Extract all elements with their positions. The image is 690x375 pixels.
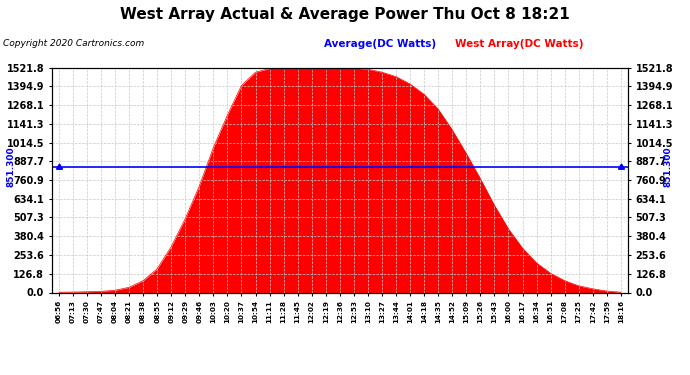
Text: West Array(DC Watts): West Array(DC Watts)	[455, 39, 584, 50]
Text: West Array Actual & Average Power Thu Oct 8 18:21: West Array Actual & Average Power Thu Oc…	[120, 8, 570, 22]
Text: Average(DC Watts): Average(DC Watts)	[324, 39, 436, 50]
Text: 851.300: 851.300	[664, 146, 673, 187]
Text: Copyright 2020 Cartronics.com: Copyright 2020 Cartronics.com	[3, 39, 145, 48]
Text: 851.300: 851.300	[7, 146, 16, 187]
